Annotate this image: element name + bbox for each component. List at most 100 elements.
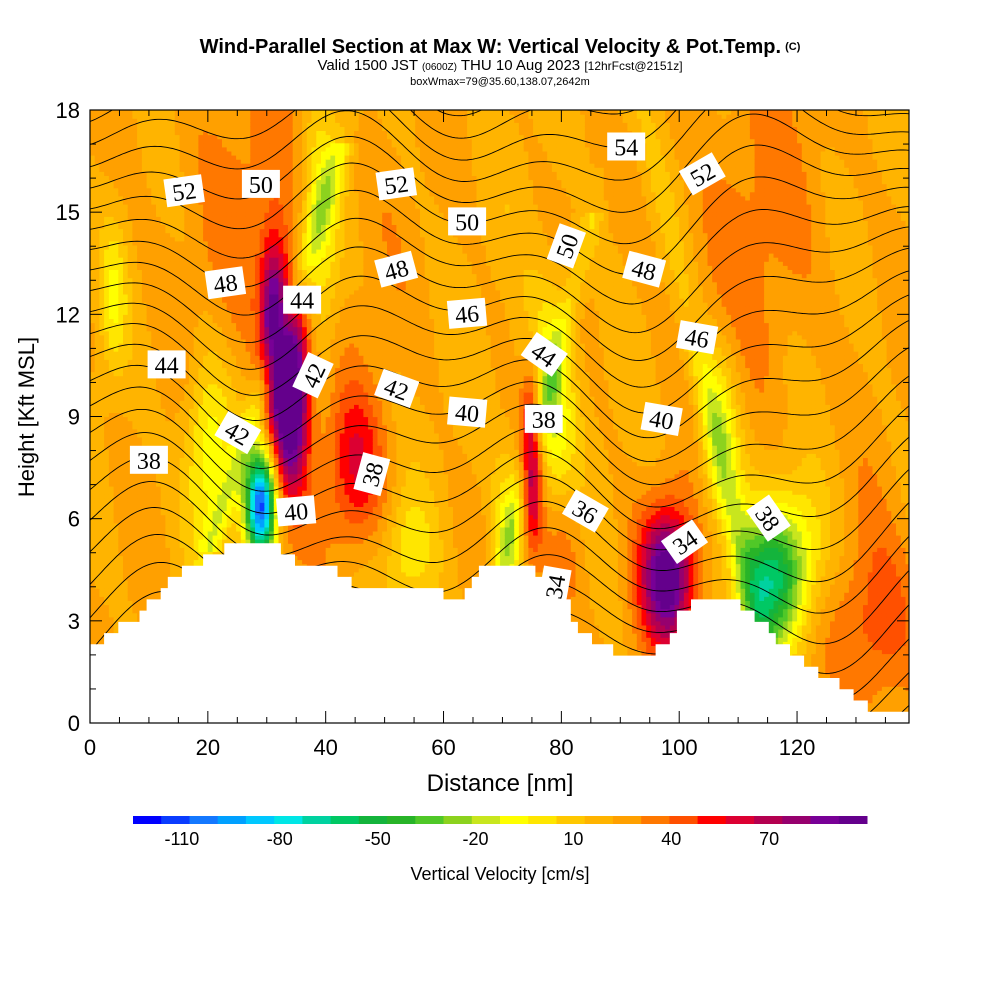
velocity-cell (99, 269, 105, 275)
velocity-cell (123, 351, 129, 356)
velocity-cell (198, 281, 204, 287)
velocity-cell (118, 269, 124, 275)
velocity-cell (203, 383, 209, 389)
velocity-cell (94, 412, 100, 418)
velocity-cell (132, 216, 138, 221)
velocity-cell (141, 441, 148, 446)
velocity-cell (127, 351, 133, 356)
velocity-cell (127, 302, 133, 307)
velocity-cell (127, 257, 133, 262)
velocity-cell (170, 551, 176, 557)
velocity-cell (174, 110, 181, 115)
velocity-cell (217, 494, 223, 499)
velocity-cell (104, 449, 110, 454)
velocity-cell (94, 502, 100, 507)
velocity-cell (90, 314, 96, 319)
velocity-cell (240, 510, 247, 516)
velocity-cell (198, 441, 204, 446)
velocity-cell (165, 342, 171, 348)
velocity-cell (212, 253, 218, 258)
velocity-cell (207, 465, 214, 471)
velocity-cell (108, 571, 115, 577)
velocity-cell (156, 498, 162, 503)
velocity-cell (94, 310, 100, 315)
velocity-cell (231, 191, 237, 197)
velocity-cell (137, 310, 143, 315)
velocity-cell (151, 273, 157, 279)
velocity-cell (236, 212, 242, 217)
velocity-cell (104, 575, 110, 581)
velocity-cell (127, 155, 133, 160)
velocity-cell (90, 600, 96, 606)
velocity-cell (226, 351, 232, 356)
velocity-cell (212, 351, 218, 356)
velocity-cell (184, 342, 190, 348)
velocity-cell (104, 559, 110, 565)
velocity-cell (236, 408, 242, 413)
velocity-cell (217, 146, 223, 152)
velocity-cell (108, 473, 115, 479)
velocity-cell (90, 338, 96, 344)
velocity-cell (94, 473, 100, 479)
velocity-cell (222, 461, 228, 467)
velocity-cell (104, 281, 110, 287)
velocity-cell (132, 212, 138, 217)
velocity-cell (193, 146, 199, 152)
velocity-cell (184, 510, 190, 516)
velocity-cell (160, 498, 166, 503)
velocity-cell (207, 134, 214, 140)
velocity-cell (108, 126, 115, 131)
velocity-cell (127, 486, 133, 491)
velocity-cell (179, 110, 185, 115)
velocity-cell (165, 253, 171, 258)
velocity-cell (217, 502, 223, 507)
velocity-cell (203, 326, 209, 332)
velocity-cell (99, 559, 105, 565)
velocity-cell (104, 424, 110, 430)
velocity-cell (179, 530, 185, 536)
velocity-cell (113, 567, 119, 573)
velocity-cell (160, 334, 166, 340)
velocity-cell (236, 510, 242, 516)
velocity-cell (231, 481, 237, 487)
velocity-cell (198, 298, 204, 303)
velocity-cell (99, 240, 105, 246)
velocity-cell (231, 383, 237, 389)
velocity-cell (193, 306, 199, 311)
velocity-cell (94, 514, 100, 520)
velocity-cell (174, 285, 181, 291)
velocity-cell (108, 285, 115, 291)
velocity-cell (132, 232, 138, 238)
velocity-cell (141, 298, 148, 303)
velocity-cell (123, 199, 129, 205)
velocity-cell (198, 502, 204, 507)
velocity-cell (132, 514, 138, 520)
velocity-cell (207, 453, 214, 458)
velocity-cell (127, 318, 133, 324)
velocity-cell (99, 620, 105, 626)
velocity-cell (113, 420, 119, 426)
velocity-cell (141, 379, 148, 385)
velocity-cell (127, 122, 133, 127)
velocity-cell (236, 232, 242, 238)
velocity-cell (222, 257, 228, 262)
velocity-cell (123, 547, 129, 552)
velocity-cell (160, 559, 166, 565)
velocity-cell (198, 543, 204, 548)
velocity-cell (184, 159, 190, 164)
velocity-cell (108, 461, 115, 467)
velocity-cell (141, 436, 148, 442)
velocity-cell (160, 273, 166, 279)
velocity-cell (217, 347, 223, 352)
velocity-cell (118, 306, 124, 311)
velocity-cell (113, 600, 119, 606)
velocity-cell (207, 387, 214, 393)
velocity-cell (236, 187, 242, 193)
velocity-cell (226, 232, 232, 238)
velocity-cell (108, 539, 115, 544)
velocity-cell (113, 400, 119, 405)
velocity-cell (240, 355, 247, 360)
velocity-cell (184, 465, 190, 471)
velocity-cell (137, 314, 143, 319)
velocity-cell (193, 114, 199, 119)
